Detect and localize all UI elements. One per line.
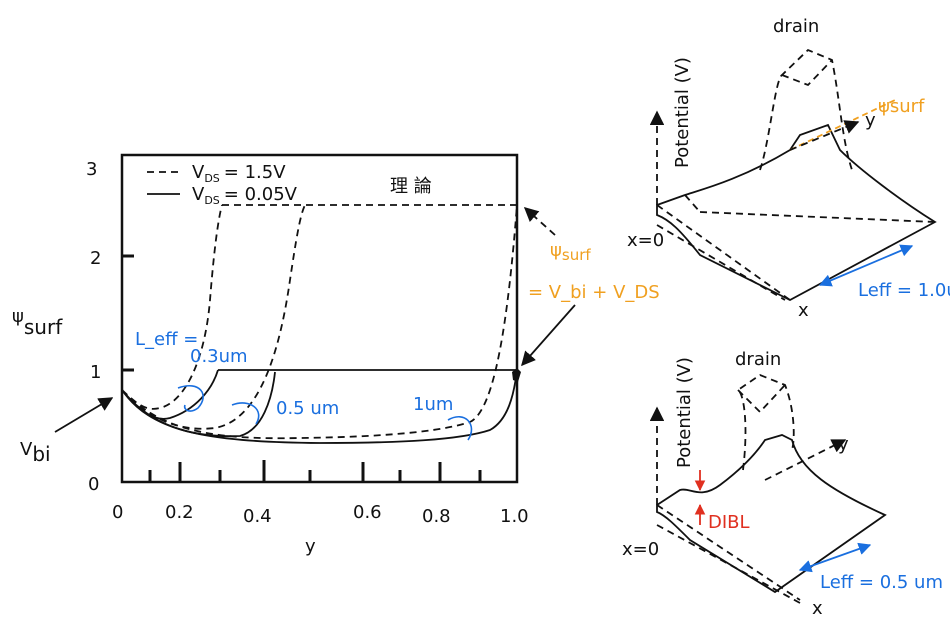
subscript: DS xyxy=(204,194,219,207)
subscript: DS xyxy=(204,172,219,185)
inset-y: y xyxy=(865,110,876,131)
subscript: surf xyxy=(562,246,591,264)
subscript: bi xyxy=(32,442,50,466)
inset-y: y xyxy=(838,434,849,455)
y-tick-label: 1 xyxy=(90,362,101,383)
psi-arrow-2 xyxy=(522,305,575,365)
y-axis-label: ψsurf xyxy=(12,306,63,339)
subscript: surf xyxy=(24,315,63,339)
bottom-ticks xyxy=(150,460,480,482)
length-label: 1um xyxy=(413,394,453,415)
theory-label: 理 論 xyxy=(390,176,432,197)
x-tick-label: 0.6 xyxy=(353,502,382,523)
symbol: V xyxy=(192,162,205,183)
x-tick-label: 0.2 xyxy=(165,502,194,523)
x-tick-label: 0 xyxy=(112,502,123,523)
inset-leff: Leff = 1.0um xyxy=(858,280,950,301)
symbol: V xyxy=(192,184,205,205)
vbi-label: Vbi xyxy=(20,439,51,466)
y-tick-label: 3 xyxy=(86,159,97,180)
inset-origin: x=0 xyxy=(627,230,664,251)
diagram: 0 1 2 3 0 0.2 0.4 0.6 0.8 1.0 y ψsurf VD… xyxy=(0,0,950,617)
y-tick-label: 0 xyxy=(88,474,99,495)
x-axis-label: y xyxy=(305,536,316,557)
inset-axis-label: Potential (V) xyxy=(672,57,693,168)
inset-dibl: DIBL xyxy=(708,512,750,533)
x-tick-label: 0.8 xyxy=(422,506,451,527)
text: = 1.5V xyxy=(224,162,286,183)
left-ticks xyxy=(122,256,134,370)
inset-drain: drain xyxy=(773,16,819,37)
symbol: V xyxy=(20,439,33,460)
legend-entry: VDS = 0.05V xyxy=(192,184,298,207)
symbol: ψ xyxy=(12,306,24,327)
inset-x: x xyxy=(812,598,823,617)
x-tick-label: 0.4 xyxy=(243,506,272,527)
symbol: ψ xyxy=(550,240,562,261)
y-tick-label: 2 xyxy=(90,248,101,269)
psi-annotation: ψsurf xyxy=(550,240,591,264)
inset-x: x xyxy=(798,300,809,321)
inset-origin: x=0 xyxy=(622,539,659,560)
inset-drain: drain xyxy=(735,349,781,370)
inset-leff: Leff = 0.5 um xyxy=(820,572,943,593)
text: = 0.05V xyxy=(224,184,298,205)
plot-frame xyxy=(122,155,517,482)
leff-label: L_eff = xyxy=(135,329,198,350)
length-label: 0.5 um xyxy=(276,398,339,419)
inset-axis-label: Potential (V) xyxy=(674,357,695,468)
inset-psi: ψsurf xyxy=(878,96,925,117)
x-tick-label: 1.0 xyxy=(500,506,529,527)
psi-arrow xyxy=(525,208,555,235)
inset-top xyxy=(657,50,935,300)
psi-equation: = V_bi + V_DS xyxy=(528,282,660,303)
vbi-arrow xyxy=(55,398,112,432)
length-label: 0.3um xyxy=(190,346,248,367)
legend-entry: VDS = 1.5V xyxy=(192,162,286,185)
